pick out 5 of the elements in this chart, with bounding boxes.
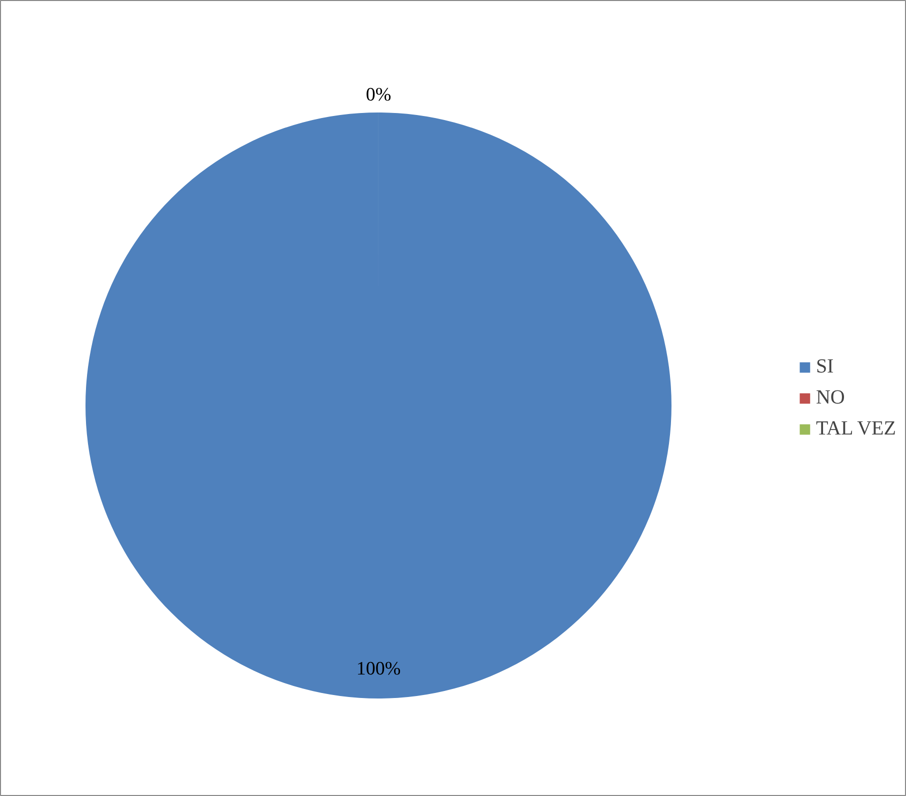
data-label: 100% [356,658,401,680]
legend-label: TAL VEZ [816,418,896,440]
text: 0% [366,84,392,106]
legend-label: SI [816,356,835,378]
legend-label: NO [816,386,845,410]
